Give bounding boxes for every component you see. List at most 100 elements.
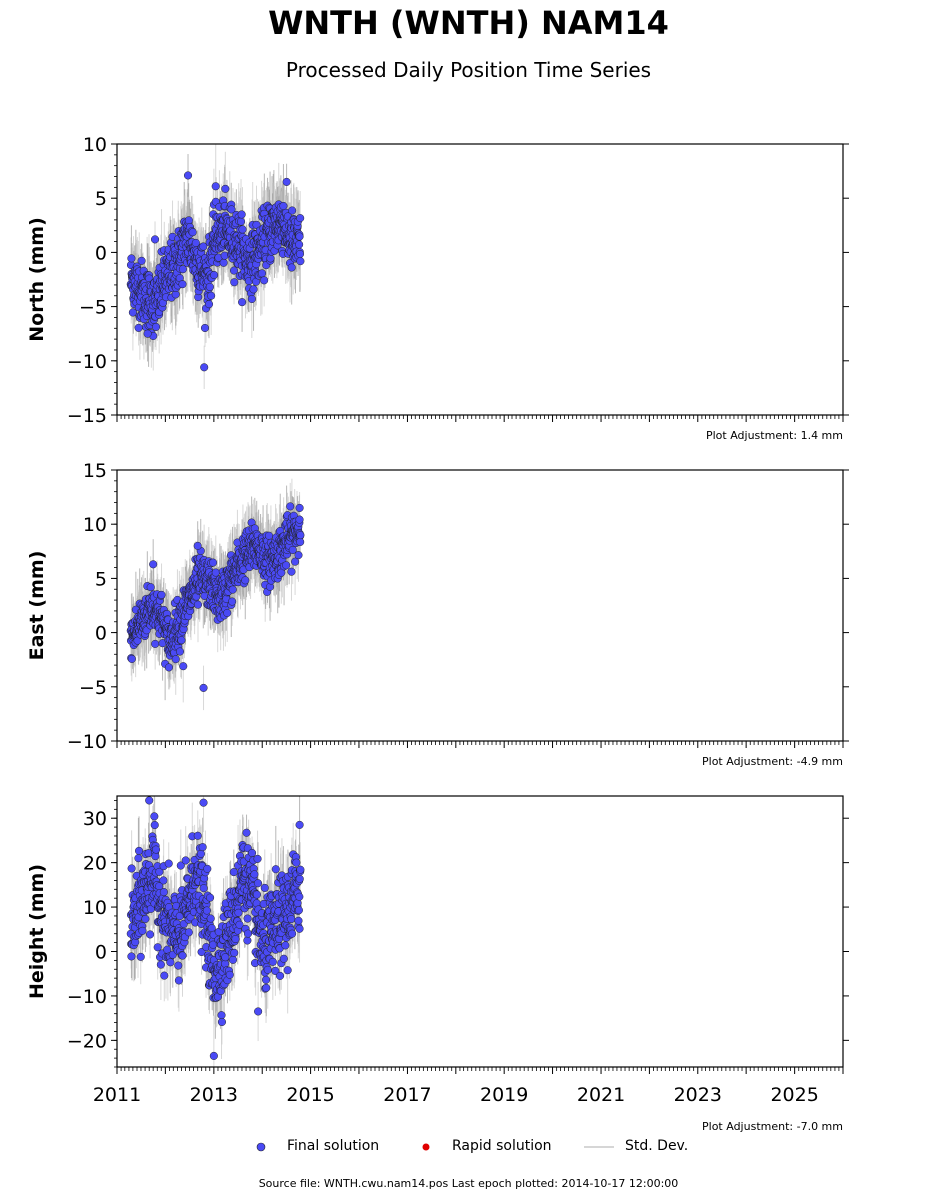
y-tick-label: −10 [67, 731, 107, 753]
data-point [237, 210, 246, 219]
data-point [291, 557, 300, 566]
data-point [153, 943, 162, 952]
data-point [221, 953, 230, 962]
data-point [296, 537, 305, 547]
data-point [134, 323, 143, 332]
data-point [178, 951, 187, 960]
plot-adjustment: Plot Adjustment: -4.9 mm [702, 755, 843, 768]
data-point [198, 843, 207, 852]
data-point [287, 263, 296, 272]
data-point [229, 266, 239, 275]
data-point [157, 590, 166, 599]
data-point [207, 291, 216, 300]
data-point [205, 282, 214, 291]
y-tick-label: 5 [95, 568, 107, 590]
data-point [295, 240, 304, 249]
data-point [171, 655, 180, 664]
data-point [230, 948, 239, 957]
data-point [160, 971, 169, 980]
data-layer [126, 796, 305, 1067]
data-point [151, 639, 160, 648]
data-point [146, 930, 155, 939]
data-point [202, 906, 211, 915]
data-point [295, 249, 305, 259]
data-point [188, 228, 197, 237]
data-point [206, 914, 215, 923]
data-point [282, 561, 291, 570]
data-point [260, 276, 269, 285]
data-point [249, 285, 258, 294]
data-point [164, 859, 173, 868]
data-point [296, 214, 305, 223]
data-point [288, 206, 297, 215]
data-point [150, 235, 160, 244]
data-layer [126, 478, 305, 711]
y-tick-label: −5 [79, 297, 107, 319]
panel-north: −15 −10 −5 0 5 10 North (mm) Plot Adjustment: 1… [26, 134, 849, 442]
data-point [177, 636, 186, 645]
data-point [151, 845, 161, 854]
data-point [175, 647, 185, 656]
data-point [184, 216, 193, 225]
data-point [127, 254, 136, 263]
data-point [151, 322, 161, 331]
chart-title: WNTH (WNTH) NAM14 [268, 4, 669, 42]
data-point [295, 503, 304, 512]
data-point [128, 308, 137, 317]
y-tick-label: 10 [83, 134, 107, 156]
data-point [229, 868, 238, 877]
plot-adjustment: Plot Adjustment: 1.4 mm [706, 429, 843, 442]
data-point [200, 363, 209, 372]
data-point [296, 531, 305, 540]
data-point [286, 502, 295, 511]
data-point [149, 560, 158, 569]
data-point [127, 654, 136, 663]
data-point [127, 952, 136, 961]
data-point [193, 831, 202, 840]
data-point [228, 597, 237, 606]
data-point [156, 960, 165, 969]
y-tick-label: −15 [67, 405, 107, 427]
data-point [199, 242, 208, 251]
data-point [279, 201, 288, 211]
data-point [159, 888, 168, 897]
data-point [217, 1011, 226, 1020]
data-point [266, 254, 275, 263]
data-point [136, 952, 145, 961]
data-point [178, 280, 187, 289]
data-point [219, 258, 228, 267]
y-tick-label: 15 [83, 460, 107, 482]
data-point [295, 515, 304, 524]
data-point [211, 182, 220, 191]
data-point [294, 551, 303, 560]
data-point [295, 232, 304, 241]
data-point [200, 323, 210, 333]
data-point [282, 177, 291, 186]
data-point [264, 531, 274, 540]
data-point [288, 545, 297, 555]
data-point [210, 270, 219, 280]
y-tick-label: 5 [95, 188, 107, 210]
data-point [184, 928, 193, 937]
data-point [174, 976, 183, 985]
data-point [217, 1017, 226, 1027]
data-point [225, 970, 234, 979]
data-point [223, 608, 232, 618]
data-point [179, 662, 188, 671]
data-point [159, 876, 168, 885]
chart-subtitle: Processed Daily Position Time Series [285, 58, 652, 82]
data-point [178, 265, 187, 274]
data-point [166, 958, 175, 967]
data-point [199, 884, 208, 893]
data-point [236, 217, 246, 226]
data-point [296, 257, 305, 266]
data-point [164, 663, 173, 672]
y-tick-label: 0 [95, 623, 107, 645]
data-point [150, 820, 159, 830]
y-tick-label: −10 [67, 351, 107, 373]
y-tick-label: 0 [95, 242, 107, 264]
data-point [183, 171, 193, 180]
data-point [196, 849, 206, 858]
data-point [146, 583, 155, 592]
